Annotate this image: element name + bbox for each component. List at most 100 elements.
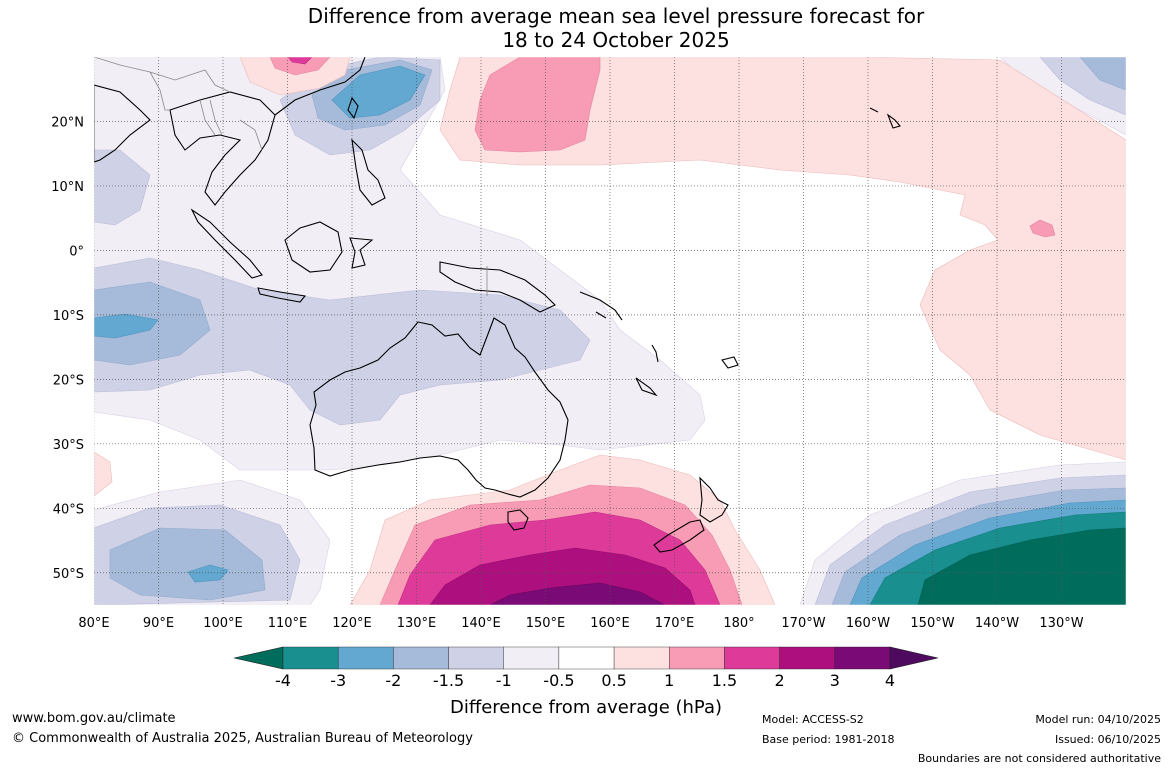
longitude-label: 120°E <box>332 616 372 631</box>
coastlines <box>94 57 901 553</box>
colorbar-tick-label: 0.5 <box>601 671 626 690</box>
longitude-label: 170°W <box>781 616 825 631</box>
border-asia <box>94 57 263 151</box>
contour-negative-southeast-4 <box>917 527 1126 605</box>
coastline-india <box>94 84 151 163</box>
coastline-vanuatu <box>651 344 659 363</box>
coastline-solomon-islands <box>579 291 623 321</box>
contour-negative-2-indian <box>94 313 159 339</box>
coastline-china <box>274 57 366 116</box>
colorbar-tick-label: -4 <box>275 671 291 690</box>
colorbar-tick-label: -1 <box>496 671 512 690</box>
contour-negative-1-5-southwest <box>109 527 266 601</box>
longitude-label: 150°W <box>910 616 954 631</box>
title-line-2: 18 to 24 October 2025 <box>502 28 730 52</box>
colorbar-tick-label: 3 <box>830 671 840 690</box>
contour-negative-2-southwest <box>187 564 229 583</box>
longitude-label: 160°W <box>846 616 890 631</box>
footer-base-period: Base period: 1981-2018 <box>762 733 895 746</box>
colorbar-tick-label: 1.5 <box>712 671 737 690</box>
contour-positive-1-small <box>1029 219 1056 238</box>
latitude-label: 40°S <box>53 502 84 517</box>
contour-positive-1-5-top <box>287 57 313 65</box>
contour-negative-1-5-northeast <box>1079 57 1126 91</box>
latitude-label: 50°S <box>53 567 84 582</box>
longitude-label: 130°E <box>397 616 437 631</box>
coastline-new-caledonia <box>635 377 658 397</box>
colorbar-segment <box>337 646 394 670</box>
colorbar-title: Difference from average (hPa) <box>450 697 722 718</box>
colorbar-segment <box>503 646 560 670</box>
colorbar-tick-label: 1 <box>664 671 674 690</box>
colorbar-tick-label: -1.5 <box>433 671 464 690</box>
footer-issued: Issued: 06/10/2025 <box>1054 733 1161 746</box>
footer-copyright: © Commonwealth of Australia 2025, Austra… <box>12 731 473 746</box>
coastline-philippines <box>351 138 386 206</box>
colorbar-segment <box>282 646 339 670</box>
map-frame <box>93 56 1127 606</box>
colorbar-tick-label: -2 <box>385 671 401 690</box>
chart-title: Difference from average mean sea level p… <box>0 4 1173 52</box>
longitude-label: 140°E <box>461 616 501 631</box>
latitude-label: 10°N <box>51 180 84 195</box>
longitude-label: 140°W <box>975 616 1019 631</box>
coastline-australia <box>309 317 569 498</box>
longitude-label: 180° <box>723 616 754 631</box>
contour-negative-1-indian-ocean <box>94 257 591 426</box>
colorbar-extend-low <box>233 646 284 670</box>
latitude-label: 30°S <box>53 438 84 453</box>
coastline-new-guinea <box>439 261 556 313</box>
coastline-fiji <box>721 356 739 369</box>
coastline-new-zealand-north <box>699 476 729 523</box>
coastline-indochina <box>169 91 276 206</box>
longitude-label: 110°E <box>268 616 308 631</box>
longitude-label: 80°E <box>78 616 109 631</box>
colorbar-tick-label: -0.5 <box>543 671 574 690</box>
colorbar-tick-label: 4 <box>885 671 895 690</box>
colorbar-tick-label: -3 <box>330 671 346 690</box>
country-borders <box>94 57 488 296</box>
contour-negative-1-north <box>94 149 151 226</box>
colorbar-segment <box>669 646 725 670</box>
colorbar-extend-high <box>889 646 939 670</box>
latitude-label: 10°S <box>53 309 84 324</box>
graticule <box>94 57 1126 605</box>
coastline-borneo <box>284 221 343 273</box>
footer-disclaimer: Boundaries are not considered authoritat… <box>917 752 1161 765</box>
footer-model: Model: ACCESS-S2 <box>762 713 864 726</box>
longitude-label: 170°E <box>655 616 695 631</box>
latitude-label: 0° <box>69 244 84 259</box>
footer-website[interactable]: www.bom.gov.au/climate <box>12 711 176 726</box>
footer-model-run: Model run: 04/10/2025 <box>1035 713 1161 726</box>
colorbar-tick-label: 2 <box>775 671 785 690</box>
coastline-hawaii <box>869 107 901 129</box>
coastline-taiwan <box>347 96 359 120</box>
colorbar-segment <box>834 646 891 670</box>
longitude-label: 130°W <box>1039 616 1083 631</box>
latitude-labels: 20°N 10°N 0° 10°S 20°S 30°S 40°S 50°S <box>51 115 84 581</box>
contour-positive-0-5-pacific <box>439 57 1126 461</box>
contour-positive-1-pacific <box>474 57 601 153</box>
contour-positive-3-south <box>489 582 666 605</box>
latitude-label: 20°N <box>51 115 84 130</box>
colorbar-segment <box>779 646 836 670</box>
colorbar: -4 -3 -2 -1.5 -1 -0.5 0.5 1 1.5 2 3 4 <box>233 646 939 690</box>
coastline-java <box>257 287 307 303</box>
colorbar-segment <box>613 646 670 670</box>
longitude-label: 100°E <box>203 616 243 631</box>
colorbar-segment <box>393 646 449 670</box>
longitude-label: 160°E <box>590 616 630 631</box>
longitude-labels: 80°E 90°E 100°E 110°E 120°E 130°E 140°E 150°E 16… <box>78 616 1083 631</box>
coastline-tasmania <box>507 509 529 531</box>
contour-positive-1-top <box>269 57 331 76</box>
contour-positive-0-5-top <box>239 57 351 96</box>
colorbar-segment <box>448 646 504 670</box>
longitude-label: 150°E <box>526 616 566 631</box>
longitude-label: 90°E <box>143 616 174 631</box>
coastline-new-zealand-south <box>653 519 705 553</box>
latitude-label: 20°S <box>53 373 84 388</box>
colorbar-segment <box>558 646 615 670</box>
contour-negative-2-southchina <box>331 65 426 119</box>
title-line-1: Difference from average mean sea level p… <box>307 4 925 28</box>
